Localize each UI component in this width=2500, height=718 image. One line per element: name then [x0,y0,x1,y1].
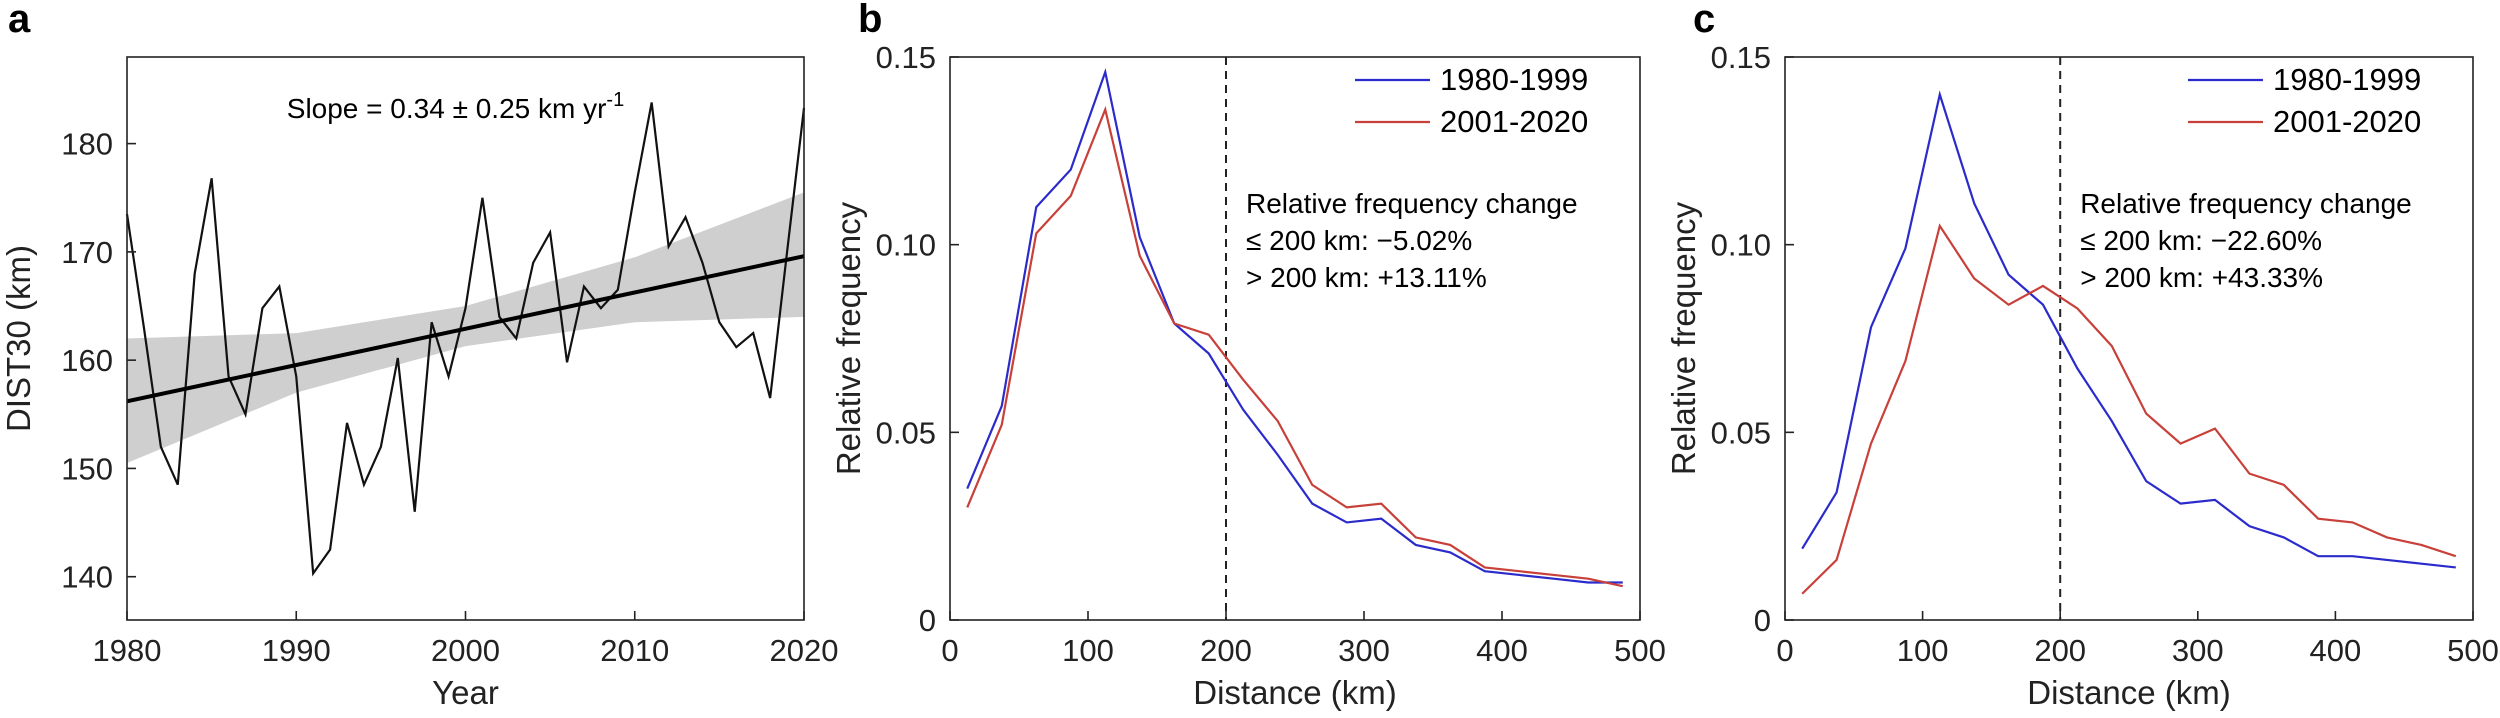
trend-line [126,254,805,404]
x-tick-label: 0 [1776,633,1793,668]
frequency-change-annotation: Relative frequency change [2080,188,2412,219]
series-line-2001-2020 [966,105,1623,588]
x-tick-label: 200 [2034,633,2086,668]
frequency-change-annotation: ≤ 200 km: −22.60% [2080,225,2322,256]
dist30-series-line [125,102,806,577]
y-tick-label: 140 [61,560,113,595]
legend-label: 2001-2020 [1440,104,1588,139]
panel-letter: c [1693,0,1715,41]
x-axis-title: Distance (km) [2027,674,2231,711]
y-tick-label: 160 [61,343,113,378]
x-tick-label: 1990 [262,633,331,668]
x-tick-label: 400 [1476,633,1528,668]
panel-c: c 1980-1999 2001-2020 Relative frequency ch… [1665,0,2499,711]
slope-annotation-superscript: -1 [606,89,624,111]
slope-annotation-text: Slope = 0.34 ± 0.25 km yr [287,93,607,124]
x-tick-label: 2020 [770,633,839,668]
panel-letter: b [858,0,882,41]
panel-b: b 1980-1999 2001-2020 Relative frequency ch… [830,0,1666,711]
y-tick-label: 0 [1754,603,1771,638]
x-tick-label: 200 [1200,633,1252,668]
y-tick-label: 0 [919,603,936,638]
y-axis-title: Relative frequency [1665,201,1702,475]
y-tick-label: 0.10 [876,228,936,263]
x-tick-label: 400 [2310,633,2362,668]
x-tick-label: 500 [1614,633,1666,668]
y-tick-label: 170 [61,235,113,270]
y-tick-label: 0.05 [876,415,936,450]
y-axis-title: Relative frequency [830,201,867,475]
frequency-change-annotation: > 200 km: +13.11% [1246,262,1487,293]
frequency-change-annotation: Relative frequency change [1246,188,1578,219]
x-tick-label: 100 [1062,633,1114,668]
series-line-2001-2020 [1801,223,2457,595]
y-tick-label: 0.15 [1711,40,1771,75]
panel-a: a Slope = 0.34 ± 0.25 km yr-1 1980 1990 2000… [0,0,838,711]
x-tick-label: 2000 [431,633,500,668]
y-tick-label: 180 [61,127,113,162]
x-tick-label: 0 [941,633,958,668]
frequency-change-annotation: ≤ 200 km: −5.02% [1246,225,1472,256]
x-tick-label: 2010 [600,633,669,668]
x-tick-label: 1980 [93,633,162,668]
y-axis-title: DIST30 (km) [0,245,37,432]
plot-frame [949,56,1641,621]
plot-frame [1784,56,2474,621]
x-axis-title: Year [432,674,499,711]
y-tick-label: 0.15 [876,40,936,75]
y-tick-label: 0.10 [1711,228,1771,263]
frequency-change-annotation: > 200 km: +43.33% [2080,262,2323,293]
series-line-1980-1999 [1801,90,2456,569]
panel-letter: a [8,0,31,41]
x-tick-label: 100 [1897,633,1949,668]
legend-label: 1980-1999 [2273,62,2421,97]
x-tick-label: 300 [1338,633,1390,668]
y-tick-label: 150 [61,451,113,486]
slope-annotation: Slope = 0.34 ± 0.25 km yr-1 [287,89,624,124]
y-tick-label: 0.05 [1711,415,1771,450]
legend-label: 1980-1999 [1440,62,1588,97]
x-axis-title: Distance (km) [1193,674,1397,711]
series-line-1980-1999 [966,67,1623,584]
legend-label: 2001-2020 [2273,104,2421,139]
x-tick-label: 500 [2447,633,2499,668]
x-tick-label: 300 [2172,633,2224,668]
